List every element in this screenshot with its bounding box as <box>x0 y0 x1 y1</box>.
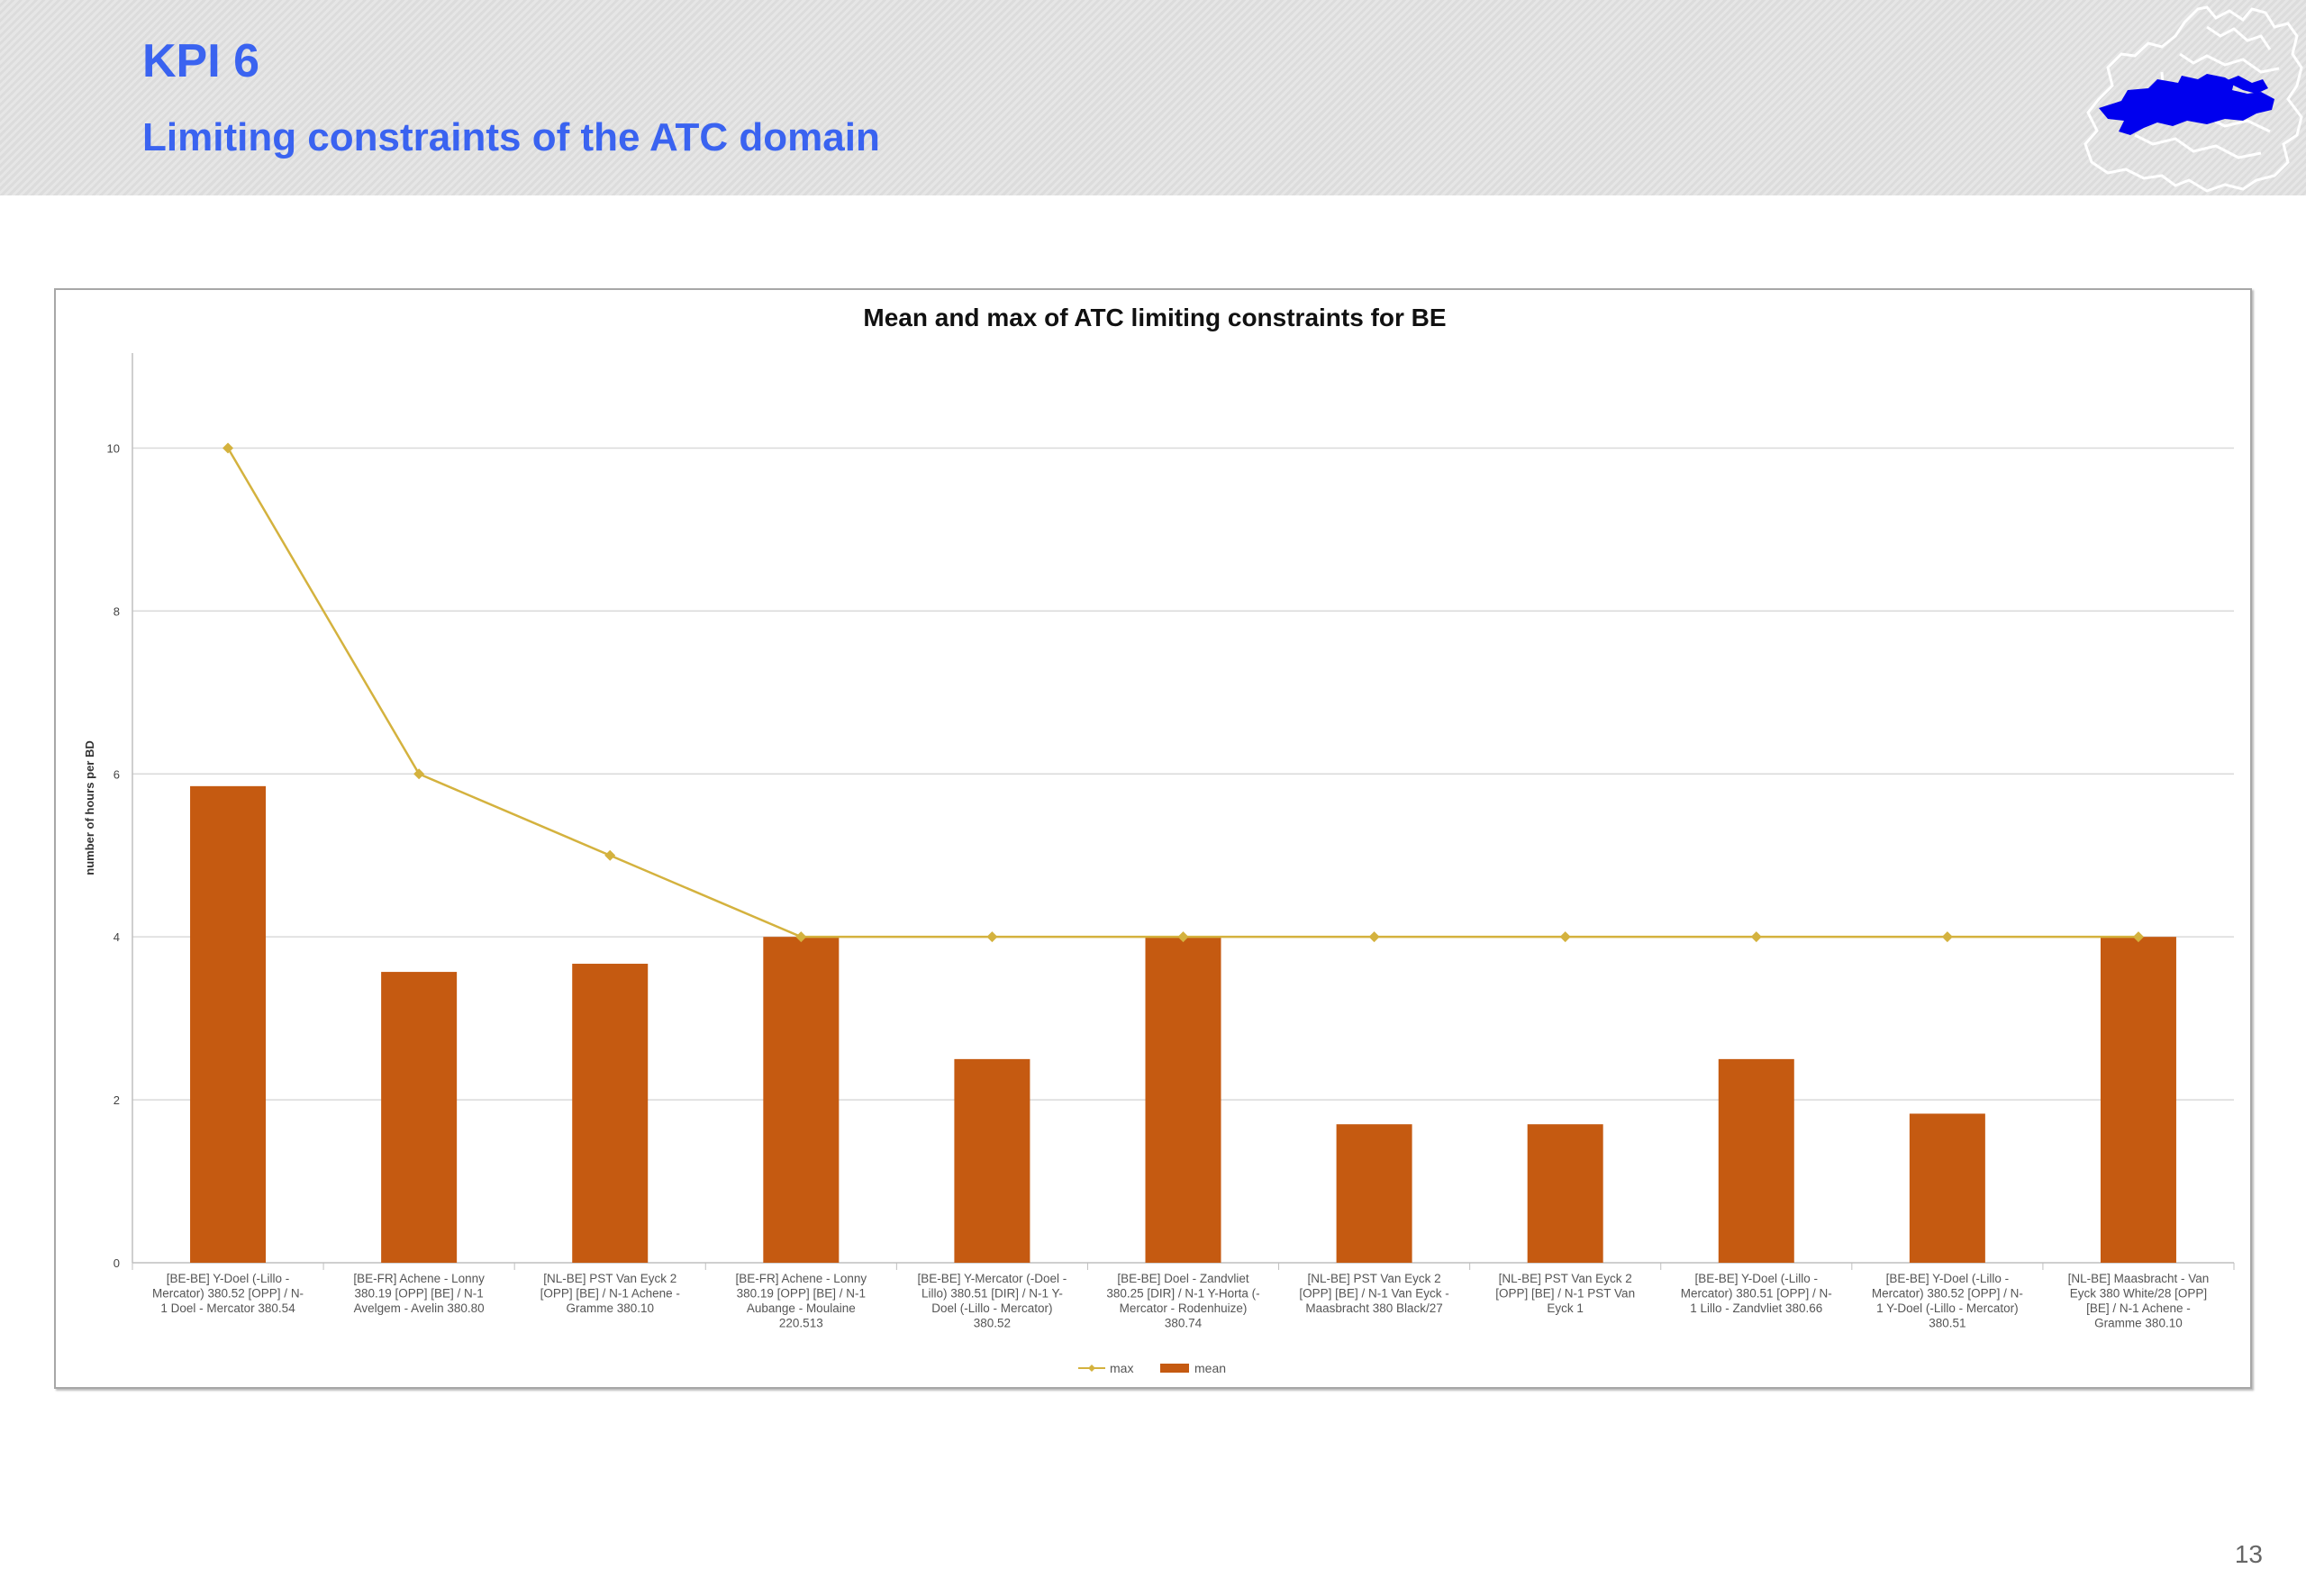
legend-mean-swatch-icon <box>1160 1364 1189 1373</box>
europe-map-logo <box>2084 5 2303 193</box>
point-max <box>1368 931 1380 943</box>
x-tick-label: [BE-BE] Y-Mercator (-Doel -Lillo) 380.51… <box>918 1272 1067 1330</box>
point-max <box>1559 931 1571 943</box>
point-max <box>413 768 425 780</box>
x-tick-label: [BE-FR] Achene - Lonny 380.19 [OPP] [BE] … <box>353 1272 485 1315</box>
chart-title: Mean and max of ATC limiting constraints… <box>863 304 1446 331</box>
bar-mean <box>381 972 458 1263</box>
y-tick-label: 8 <box>113 604 120 618</box>
x-tick-label: [NL-BE] Maasbracht - Van Eyck 380 White/2… <box>2068 1272 2210 1330</box>
bar-line-chart: 0 2 4 6 8 10 [BE-BE] Y-Doel (-Lillo -Mercator… <box>83 304 2235 1375</box>
point-max <box>1177 931 1189 943</box>
legend-max-marker-icon <box>1088 1365 1095 1372</box>
x-tick-label: [BE-BE] Y-Doel (-Lillo -Mercator) 380.52… <box>1872 1272 2023 1330</box>
slide-title: KPI 6 <box>142 35 260 87</box>
point-max <box>795 931 807 943</box>
y-tick-label: 6 <box>113 767 120 781</box>
bar-mean <box>1718 1058 1794 1263</box>
bar-mean <box>763 937 840 1263</box>
bar-mean <box>572 964 649 1263</box>
slide-subtitle: Limiting constraints of the ATC domain <box>142 115 880 159</box>
x-tick-label: [NL-BE] PST Van Eyck 2 [OPP] [BE] / N-1 V… <box>1299 1272 1448 1315</box>
bar-mean <box>954 1058 1030 1263</box>
bar-mean <box>1145 937 1221 1263</box>
bar-mean <box>1527 1124 1603 1263</box>
bar-mean <box>2100 937 2176 1263</box>
x-tick-label: [NL-BE] PST Van Eyck 2 [OPP] [BE] / N-1 P… <box>1495 1272 1635 1315</box>
point-max <box>222 442 234 454</box>
x-tick-label: [BE-BE] Doel - Zandvliet 380.25 [DIR] / N… <box>1106 1272 1259 1330</box>
chart-legend: max mean <box>1078 1361 1226 1375</box>
point-max <box>1750 931 1762 943</box>
legend-max-label: max <box>1110 1361 1133 1375</box>
y-tick-label: 0 <box>113 1256 120 1270</box>
x-tick-label: [BE-FR] Achene - Lonny 380.19 [OPP] [BE] … <box>736 1272 867 1330</box>
point-max <box>1941 931 1953 943</box>
page-number: 13 <box>2234 1540 2263 1568</box>
x-tick-label: [NL-BE] PST Van Eyck 2 [OPP] [BE] / N-1 A… <box>540 1272 680 1315</box>
line-max-series <box>226 447 2138 939</box>
y-tick-label: 2 <box>113 1093 120 1107</box>
y-axis-label: number of hours per BD <box>83 740 96 875</box>
point-max <box>2132 931 2144 943</box>
x-tick-label: [BE-BE] Y-Doel (-Lillo -Mercator) 380.51… <box>1681 1272 1832 1315</box>
bar-mean <box>1336 1124 1412 1263</box>
x-tick-label: [BE-BE] Y-Doel (-Lillo -Mercator) 380.52… <box>152 1272 304 1315</box>
point-max <box>986 931 998 943</box>
bar-mean <box>1909 1113 1985 1263</box>
slide-header: KPI 6 Limiting constraints of the ATC do… <box>0 0 2306 195</box>
y-tick-label: 10 <box>107 441 120 455</box>
y-tick-label: 4 <box>113 930 120 944</box>
bar-mean <box>190 785 267 1263</box>
legend-mean-label: mean <box>1194 1361 1226 1375</box>
chart-panel: 0 2 4 6 8 10 [BE-BE] Y-Doel (-Lillo -Mercator… <box>54 288 2252 1389</box>
point-max <box>604 849 616 861</box>
